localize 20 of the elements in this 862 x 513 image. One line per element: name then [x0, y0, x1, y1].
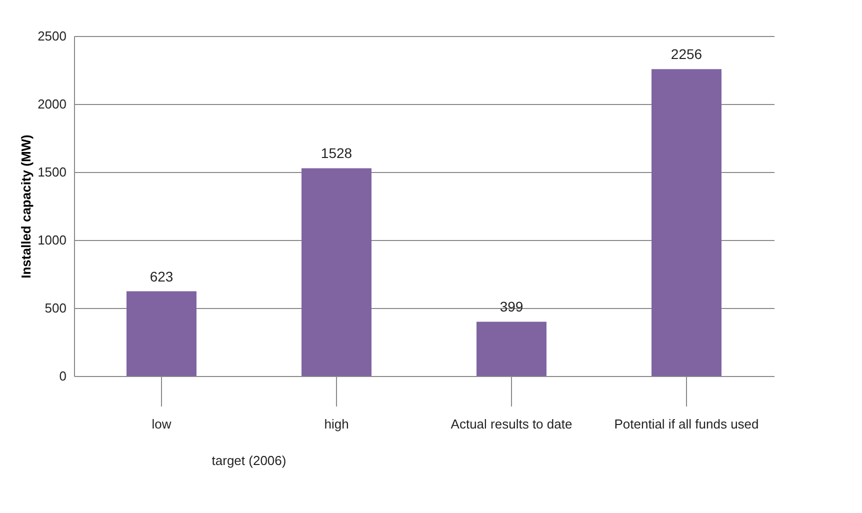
bar: [476, 322, 546, 376]
y-axis-title: Installed capacity (MW): [18, 134, 34, 278]
x-tick-label: low: [152, 416, 172, 432]
bar: [302, 168, 372, 376]
data-label: 623: [150, 268, 174, 284]
y-tick-label: 1000: [38, 232, 66, 248]
y-tick-label: 2500: [38, 28, 66, 44]
y-tick-label: 0: [59, 368, 66, 384]
y-tick-label: 500: [44, 300, 66, 316]
data-label: 2256: [670, 46, 702, 62]
text: target (2006): [212, 453, 286, 468]
x-tick-label: high: [324, 416, 349, 432]
bar: [126, 291, 196, 376]
data-label: 399: [500, 298, 524, 315]
data-label: 1528: [320, 145, 352, 162]
y-tick-label: 2000: [38, 96, 66, 112]
x-tick-label: Potential if all funds used: [614, 416, 759, 432]
bar: [652, 69, 722, 376]
y-tick-label: 1500: [38, 164, 66, 180]
x-tick-label: Actual results to date: [450, 416, 572, 432]
